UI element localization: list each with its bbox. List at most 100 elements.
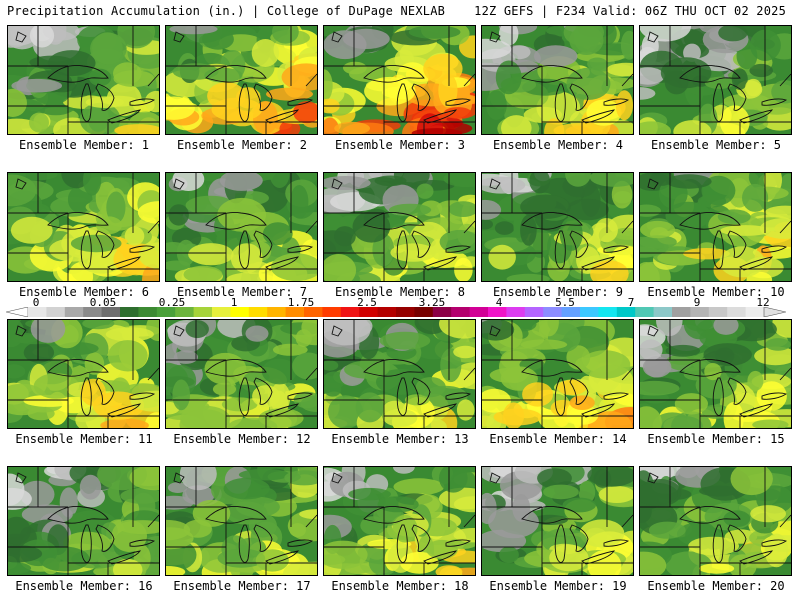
- ensemble-member-map: [323, 466, 476, 576]
- ensemble-member-map: [639, 172, 792, 282]
- precip-field-map: [8, 173, 159, 281]
- colorbar-bin: [616, 307, 636, 317]
- ensemble-member-map: [7, 319, 160, 429]
- colorbar-bin: [635, 307, 654, 317]
- colorbar-bin: [727, 307, 746, 317]
- ensemble-member-map: [165, 319, 318, 429]
- ensemble-member-map: [639, 319, 792, 429]
- precip-field-map: [8, 320, 159, 428]
- colorbar-bin: [267, 307, 286, 317]
- ensemble-member-map: [639, 466, 792, 576]
- precip-colorbar: [6, 307, 786, 317]
- colorbar-tick: 12: [756, 296, 770, 309]
- colorbar-tick: 0: [32, 296, 40, 309]
- colorbar-bin: [248, 307, 268, 317]
- precip-field-map: [166, 467, 317, 575]
- colorbar-tick: 7: [627, 296, 635, 309]
- ensemble-member-map: [7, 25, 160, 135]
- ensemble-member-label: Ensemble Member: 7: [176, 285, 308, 299]
- precip-field-map: [324, 173, 475, 281]
- ensemble-member-map: [323, 319, 476, 429]
- ensemble-member-label: Ensemble Member: 6: [18, 285, 150, 299]
- ensemble-member-label: Ensemble Member: 12: [173, 432, 311, 446]
- ensemble-member-label: Ensemble Member: 18: [331, 579, 469, 593]
- ensemble-member-label: Ensemble Member: 3: [334, 138, 466, 152]
- ensemble-member-label: Ensemble Member: 19: [489, 579, 627, 593]
- precip-field-map: [640, 26, 791, 134]
- colorbar-bin: [322, 307, 342, 317]
- colorbar-bin: [340, 307, 360, 317]
- colorbar-bin: [285, 307, 305, 317]
- ensemble-member-map: [481, 25, 634, 135]
- precip-field-map: [166, 320, 317, 428]
- colorbar-bin: [451, 307, 470, 317]
- colorbar-bin: [469, 307, 489, 317]
- colorbar-bin: [230, 307, 250, 317]
- colorbar-tick: 1.75: [287, 296, 315, 309]
- colorbar-bin: [193, 307, 213, 317]
- ensemble-member-label: Ensemble Member: 5: [650, 138, 782, 152]
- colorbar-bin: [414, 307, 434, 317]
- colorbar-bin: [580, 307, 599, 317]
- ensemble-member-label: Ensemble Member: 13: [331, 432, 469, 446]
- ensemble-member-map: [7, 466, 160, 576]
- ensemble-member-map: [323, 25, 476, 135]
- precip-field-map: [8, 26, 159, 134]
- colorbar-bin: [653, 307, 673, 317]
- colorbar-bin: [561, 307, 581, 317]
- ensemble-member-map: [639, 25, 792, 135]
- colorbar-bin: [745, 307, 765, 317]
- precip-field-map: [482, 467, 633, 575]
- ensemble-member-label: Ensemble Member: 14: [489, 432, 627, 446]
- colorbar-bin: [212, 307, 231, 317]
- colorbar-bin: [359, 307, 378, 317]
- colorbar-bin: [28, 307, 47, 317]
- precip-field-map: [640, 173, 791, 281]
- precip-field-map: [324, 467, 475, 575]
- colorbar-bin: [598, 307, 618, 317]
- colorbar-bin: [672, 307, 691, 317]
- ensemble-member-map: [323, 172, 476, 282]
- colorbar-bin: [543, 307, 562, 317]
- ensemble-member-map: [481, 172, 634, 282]
- ensemble-member-label: Ensemble Member: 1: [18, 138, 150, 152]
- colorbar-max-arrow: [763, 307, 786, 317]
- colorbar-bin: [377, 307, 397, 317]
- colorbar-bin: [64, 307, 84, 317]
- ensemble-member-label: Ensemble Member: 4: [492, 138, 624, 152]
- ensemble-member-map: [165, 172, 318, 282]
- colorbar-tick: 1: [230, 296, 238, 309]
- colorbar-bin: [156, 307, 176, 317]
- ensemble-member-label: Ensemble Member: 8: [334, 285, 466, 299]
- colorbar-bin: [101, 307, 121, 317]
- colorbar-bin: [708, 307, 728, 317]
- colorbar-bin: [304, 307, 323, 317]
- colorbar-bin: [690, 307, 710, 317]
- colorbar-tick: 0.25: [158, 296, 186, 309]
- precip-field-map: [482, 320, 633, 428]
- precip-field-map: [640, 320, 791, 428]
- ensemble-member-label: Ensemble Member: 20: [647, 579, 785, 593]
- ensemble-member-map: [7, 172, 160, 282]
- precip-field-map: [324, 26, 475, 134]
- ensemble-member-map: [481, 319, 634, 429]
- ensemble-member-label: Ensemble Member: 17: [173, 579, 311, 593]
- ensemble-member-label: Ensemble Member: 9: [492, 285, 624, 299]
- ensemble-member-map: [481, 466, 634, 576]
- precip-field-map: [482, 26, 633, 134]
- colorbar-bin: [120, 307, 139, 317]
- ensemble-member-map: [165, 466, 318, 576]
- colorbar-bin: [506, 307, 526, 317]
- ensemble-member-label: Ensemble Member: 16: [15, 579, 153, 593]
- ensemble-member-label: Ensemble Member: 11: [15, 432, 153, 446]
- colorbar-tick: 9: [693, 296, 701, 309]
- colorbar-bin: [488, 307, 507, 317]
- precip-field-map: [166, 26, 317, 134]
- precip-field-map: [166, 173, 317, 281]
- colorbar-bin: [432, 307, 452, 317]
- model-run-info: 12Z GEFS | F234 Valid: 06Z THU OCT 02 20…: [474, 4, 786, 18]
- colorbar-bin: [46, 307, 66, 317]
- colorbar-tick: 5.5: [555, 296, 575, 309]
- precip-field-map: [482, 173, 633, 281]
- colorbar-min-arrow: [6, 307, 29, 317]
